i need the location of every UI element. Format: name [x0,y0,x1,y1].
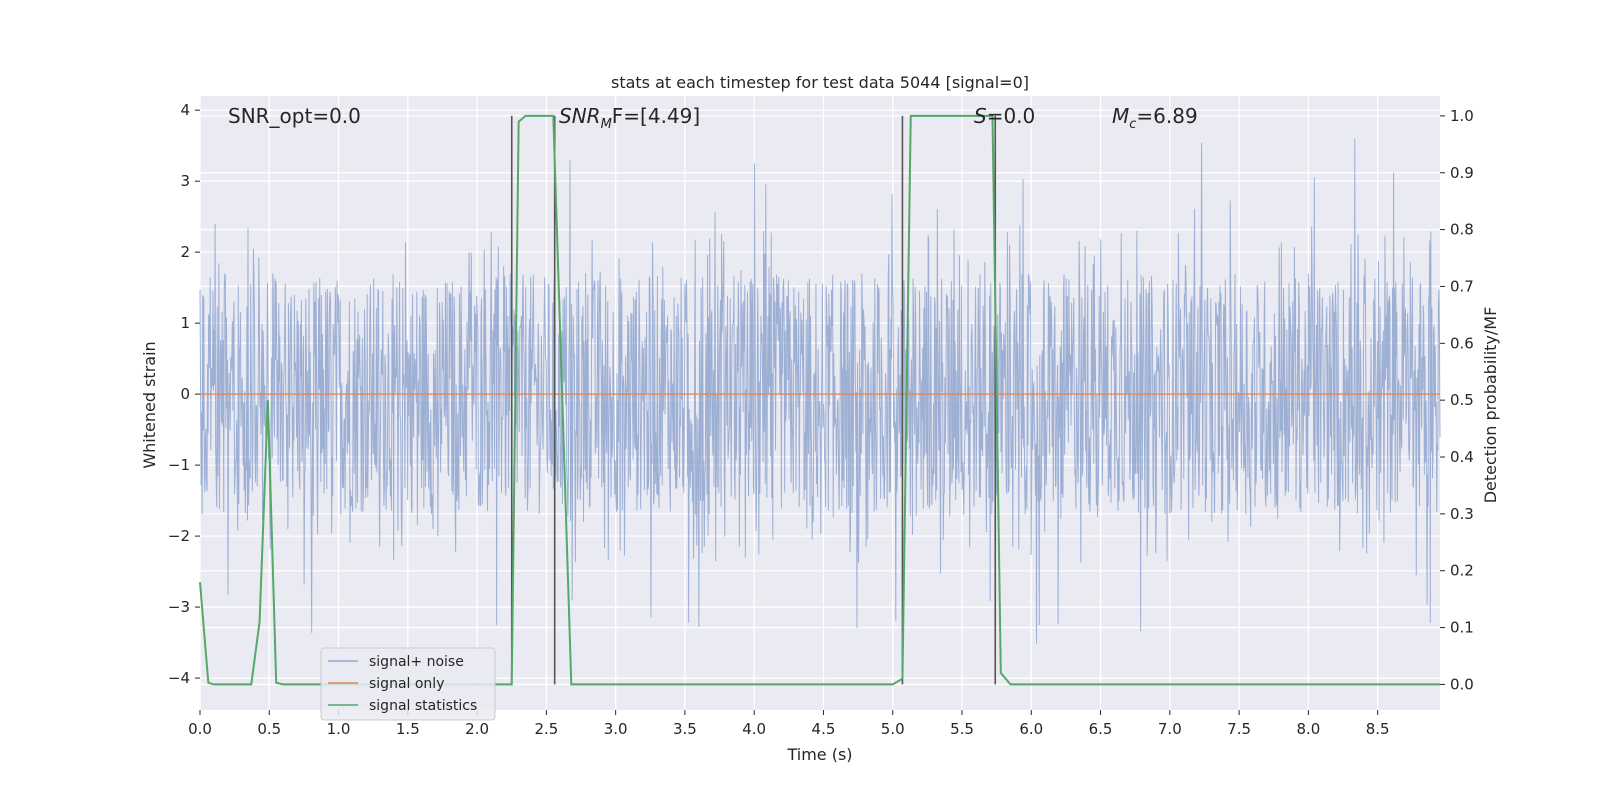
x-tick-label: 1.5 [396,720,420,738]
y-left-tick-label: −2 [168,527,190,545]
vertical-markers [510,115,997,685]
x-tick-label: 2.0 [465,720,489,738]
y-left-tick-label: 0 [180,385,190,403]
annotation-s: S=0.0 [974,104,1035,128]
y-left-tick-label: 1 [180,314,190,332]
legend-box [320,647,496,721]
x-tick-label: 5.0 [881,720,905,738]
y-right-tick-label: 0.0 [1450,675,1474,693]
signal-statistics-series [199,114,1440,686]
legend-label-signal-statistics: signal statistics [369,698,477,714]
annotation-snr-opt: SNR_opt=0.0 [228,104,361,128]
annotation-snr-mf: SNRMF=[4.49] [559,104,700,132]
x-tick-label: 8.0 [1296,720,1320,738]
x-tick-label: 7.0 [1158,720,1182,738]
y-left-tick-label: 4 [180,101,190,119]
legend-label-signal-only: signal only [369,676,444,692]
y-left-tick-label: −4 [168,669,190,687]
legend-label-signal-noise: signal+ noise [369,654,464,670]
y-left-tick-label: 3 [180,172,190,190]
y-right-tick-label: 0.4 [1450,448,1474,466]
y-right-tick-label: 0.9 [1450,164,1474,182]
x-tick-label: 6.5 [1089,720,1113,738]
signal-statistics-line [199,114,1440,686]
x-tick-label: 0.0 [188,720,212,738]
x-tick-label: 2.5 [534,720,558,738]
x-tick-label: 0.5 [257,720,281,738]
x-axis-label: Time (s) [786,745,852,764]
legend: signal+ noise signal only signal statist… [320,647,496,721]
ticks: 0.0 0.5 1.0 1.5 2.0 2.5 3.0 3.5 4.0 4.5 5.0 5.5 6.0 6… [168,101,1474,738]
x-tick-label: 5.5 [950,720,974,738]
y-right-tick-label: 1.0 [1450,107,1474,125]
signal-plus-noise-series [199,138,1441,644]
x-tick-label: 6.0 [1019,720,1043,738]
y-right-tick-label: 0.1 [1450,619,1474,637]
y-right-tick-label: 0.3 [1450,505,1474,523]
x-tick-label: 4.0 [742,720,766,738]
y-right-tick-label: 0.2 [1450,562,1474,580]
x-tick-label: 8.5 [1366,720,1390,738]
y-right-tick-label: 0.8 [1450,221,1474,239]
x-tick-label: 3.5 [673,720,697,738]
y-axis-label-right: Detection probability/MF [1481,307,1500,504]
y-right-tick-label: 0.6 [1450,334,1474,352]
annotation-mc: Mc=6.89 [1112,104,1198,132]
x-tick-label: 3.0 [604,720,628,738]
y-right-tick-label: 0.7 [1450,277,1474,295]
x-tick-label: 4.5 [812,720,836,738]
x-tick-label: 7.5 [1227,720,1251,738]
y-axis-label-left: Whitened strain [140,341,159,468]
y-left-tick-label: −1 [168,456,190,474]
chart-title: stats at each timestep for test data 504… [611,73,1029,92]
y-left-tick-label: −3 [168,598,190,616]
x-tick-label: 1.0 [327,720,351,738]
y-left-tick-label: 2 [180,243,190,261]
y-right-tick-label: 0.5 [1450,391,1474,409]
signal-plus-noise-line [199,138,1441,644]
